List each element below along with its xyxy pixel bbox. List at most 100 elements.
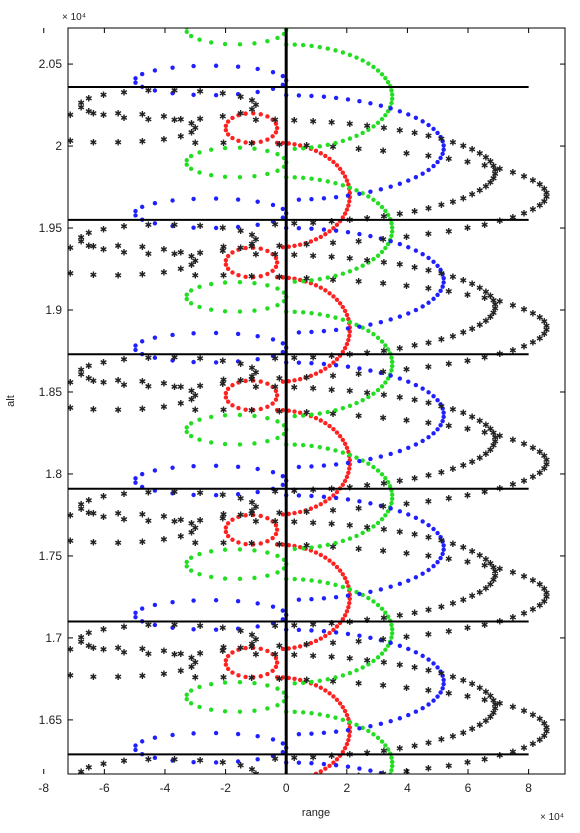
data-point: ✱: [346, 521, 354, 531]
data-point: ✱: [509, 480, 517, 490]
data-point: [347, 670, 353, 676]
data-point: ✱: [192, 138, 200, 148]
data-point: [223, 658, 229, 663]
data-point: [347, 403, 353, 408]
data-point: [230, 670, 235, 675]
data-point: ✱: [90, 643, 98, 653]
data-point: ✱: [520, 572, 528, 582]
data-point: [389, 763, 395, 769]
data-point: ✱: [192, 390, 200, 400]
data-point: [344, 741, 350, 747]
data-point: ✱: [220, 375, 228, 385]
data-point: ✱: [303, 408, 311, 418]
data-point: [345, 497, 351, 502]
data-point: [235, 626, 241, 631]
data-point: [360, 263, 365, 268]
data-point: ✱: [328, 252, 336, 262]
data-point: ✱: [543, 588, 551, 598]
data-point: ✱: [329, 409, 337, 419]
data-points-layer: ✱ ✱ ✱ ✱ ✱ ✱ ✱ ✱ ✱ ✱ ✱ ✱ ✱ ✱ ✱ ✱ ✱ ✱ ✱ ✱ ✱ ✱ ✱ ✱ ✱ ✱ ✱ ✱ ✱ ✱ ✱ ✱ ✱ ✱ ✱ ✱ ✱ ✱ ✱ ✱…: [68, 28, 551, 792]
data-point: ✱: [291, 250, 299, 260]
data-point: ✱: [379, 413, 387, 423]
data-point: ✱: [520, 341, 528, 351]
data-point: [313, 771, 319, 774]
data-point: [333, 495, 339, 501]
data-point: ✱: [248, 104, 256, 114]
data-point: ✱: [520, 172, 528, 182]
data-point: [191, 92, 196, 98]
data-point: ✱: [425, 265, 433, 275]
data-point: [252, 441, 257, 446]
data-point: [308, 640, 314, 646]
data-point: [385, 212, 391, 218]
data-point: [258, 246, 263, 251]
data-point: [323, 232, 328, 237]
data-point: [188, 166, 194, 172]
data-point: ✱: [196, 648, 204, 658]
data-point: ✱: [396, 743, 404, 753]
data-point: [318, 636, 323, 641]
data-point: [280, 608, 286, 613]
data-point: [383, 75, 388, 81]
data-point: [133, 80, 138, 85]
data-point: ✱: [328, 385, 336, 395]
data-point: ✱: [100, 512, 108, 522]
data-point: ✱: [438, 200, 446, 210]
data-point: [347, 185, 353, 190]
data-point: ✱: [355, 636, 363, 646]
data-point: ✱: [114, 776, 122, 786]
data-point: ✱: [346, 119, 354, 129]
data-point: [342, 441, 348, 446]
data-point: [184, 425, 189, 430]
data-point: [368, 322, 373, 327]
data-point: ✱: [529, 205, 537, 215]
data-point: ✱: [459, 543, 467, 553]
data-point: [360, 397, 365, 403]
data-point: [385, 480, 391, 485]
data-point: ✱: [380, 479, 388, 489]
data-point: ✱: [449, 539, 457, 549]
data-point: [170, 465, 175, 470]
data-point: ✱: [139, 671, 147, 681]
data-point: ✱: [543, 459, 551, 469]
data-point: [357, 633, 362, 638]
data-point: [346, 605, 351, 610]
data-point: ✱: [403, 416, 411, 426]
data-point: [431, 163, 436, 169]
data-point: [389, 626, 395, 632]
data-point: ✱: [248, 406, 256, 416]
data-point: [342, 576, 348, 581]
data-point: [333, 448, 338, 453]
data-point: [376, 788, 380, 792]
data-point: [222, 41, 228, 47]
data-point: [236, 514, 241, 520]
data-point: [301, 680, 306, 686]
data-point: [275, 435, 280, 441]
data-point: [222, 709, 228, 714]
data-point: [309, 628, 314, 633]
data-point: ✱: [328, 751, 336, 761]
data-point: ✱: [540, 184, 548, 194]
data-point: [331, 294, 336, 299]
data-point: [440, 139, 445, 144]
data-point: ✱: [188, 119, 196, 129]
data-point: [340, 170, 346, 175]
data-point: [440, 406, 445, 411]
data-point: ✱: [160, 267, 168, 277]
data-point: [188, 153, 194, 159]
data-point: [375, 387, 381, 393]
data-point: [345, 364, 351, 369]
data-point: [223, 390, 229, 396]
data-point: ✱: [403, 683, 411, 693]
data-point: [265, 706, 270, 711]
x-axis-title: range: [302, 807, 330, 819]
data-point: [222, 145, 228, 151]
data-point: [389, 92, 395, 97]
data-point: [440, 539, 445, 544]
data-point: [354, 455, 359, 460]
data-point: ✱: [219, 246, 227, 256]
data-point: ✱: [303, 240, 311, 250]
data-point: [379, 651, 385, 656]
data-point: [340, 437, 346, 443]
y-tick-label: 1.9: [45, 303, 62, 317]
